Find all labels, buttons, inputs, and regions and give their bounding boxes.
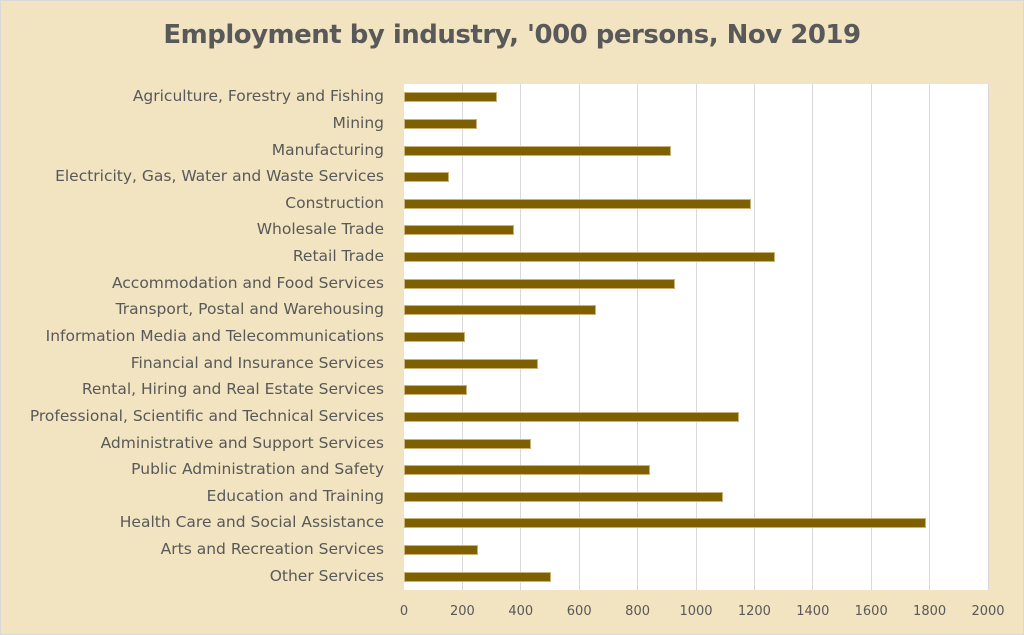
x-tick-label: 400 [508,604,534,619]
category-label: Mining [332,113,384,132]
bar [404,92,498,103]
bar [404,545,479,556]
gridline [695,84,697,590]
bar [404,145,672,156]
category-label: Wholesale Trade [256,220,384,239]
bar [404,438,532,449]
category-label: Transport, Postal and Warehousing [115,300,384,319]
gridline [753,84,755,590]
bar [404,252,776,263]
bar [404,385,468,396]
bar [404,518,926,529]
bar [404,198,751,209]
category-label: Agriculture, Forestry and Fishing [132,87,384,106]
category-label: Rental, Hiring and Real Estate Services [81,380,384,399]
category-label: Financial and Insurance Services [130,353,384,372]
gridline [929,84,931,590]
x-tick-label: 1000 [679,604,713,619]
gridline [870,84,872,590]
category-label: Accommodation and Food Services [111,273,384,292]
bar [404,491,724,502]
x-tick-label: 600 [566,604,592,619]
plot-area [404,84,989,590]
gridline [637,84,639,590]
chart-title: Employment by industry, '000 persons, No… [163,20,861,50]
bar [404,305,597,316]
x-tick-label: 0 [399,604,409,619]
category-label: Education and Training [206,486,384,505]
bar [404,358,539,369]
bar [404,465,650,476]
x-tick-label: 1400 [796,604,830,619]
gridline [578,84,580,590]
category-label: Other Services [269,566,384,585]
x-tick-label: 2000 [971,604,1005,619]
x-tick-label: 800 [625,604,651,619]
x-tick-label: 200 [449,604,475,619]
category-label: Electricity, Gas, Water and Waste Servic… [55,167,384,186]
gridline [520,84,522,590]
category-label: Professional, Scientific and Technical S… [29,406,384,425]
category-label: Information Media and Telecommunications [45,327,384,345]
category-label: Administrative and Support Services [100,433,384,452]
bar [404,118,477,129]
x-tick-label: 1800 [913,604,947,619]
bar [404,172,450,183]
bar [404,225,515,236]
category-label: Health Care and Social Assistance [119,513,384,532]
category-label: Retail Trade [292,247,384,266]
category-label: Manufacturing [271,140,384,159]
bar [404,332,466,342]
x-tick-label: 1200 [737,604,771,619]
bar [404,278,675,289]
gridline [987,84,989,590]
category-label: Arts and Recreation Services [160,540,384,559]
x-tick-label: 1600 [854,604,888,619]
gridline [812,84,814,590]
bar [404,411,739,422]
category-label: Public Administration and Safety [131,460,384,479]
bar [404,571,551,582]
category-label: Construction [285,193,384,212]
